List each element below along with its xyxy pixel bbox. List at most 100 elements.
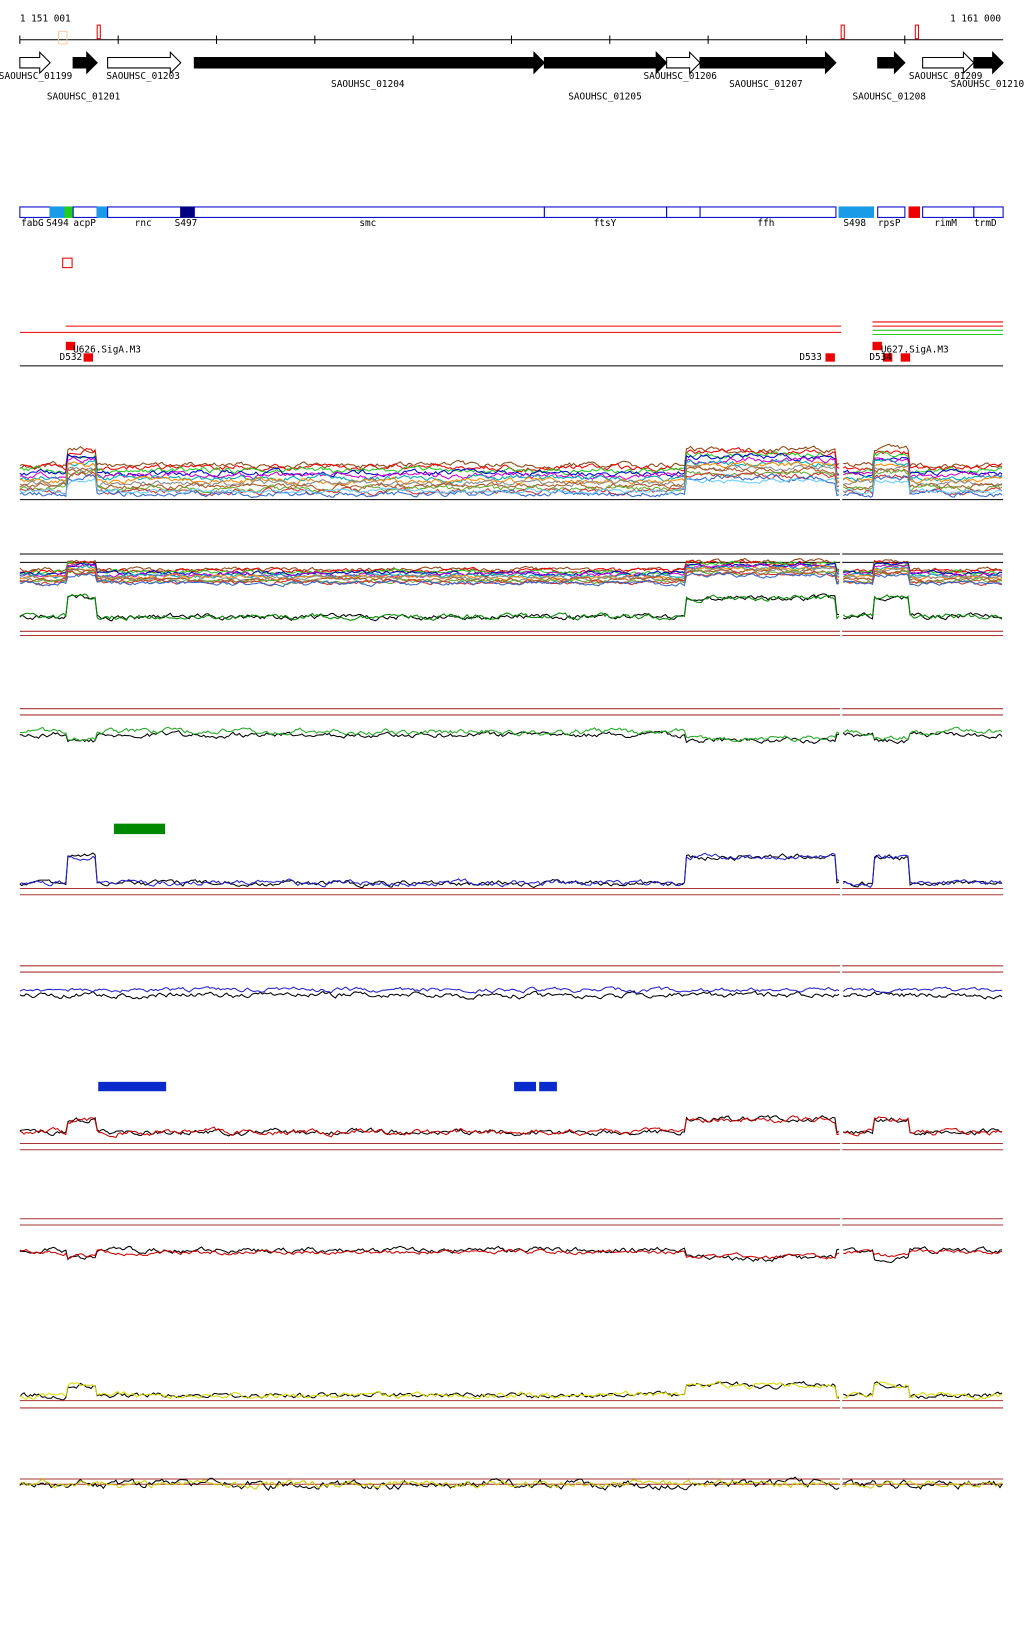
gene-label: SAOUHSC_01201: [47, 92, 121, 103]
signal-trace: [19, 460, 840, 486]
signal-trace: [19, 1478, 840, 1490]
feature-label: S497: [175, 218, 198, 229]
feature-label: S498: [843, 218, 866, 229]
site-marker: [96, 24, 101, 40]
gene-arrow: [72, 51, 98, 75]
feature-label: rnc: [135, 218, 152, 229]
feature-box: [922, 206, 975, 218]
site-marker: [840, 24, 845, 40]
region-bar: [514, 1081, 537, 1092]
gene-label: SAOUHSC_01205: [568, 92, 641, 103]
signal-trace: [19, 593, 840, 622]
signal-trace: [19, 1245, 840, 1263]
promoter-label: D534: [869, 352, 892, 363]
gene-label: SAOUHSC_01209: [909, 71, 983, 82]
signal-trace: [843, 1479, 1003, 1490]
signal-trace: [843, 853, 1003, 888]
signal-trace: [19, 458, 840, 484]
signal-trace: [19, 466, 840, 492]
promoter-label: D533: [799, 352, 822, 363]
gene-arrow: [922, 51, 975, 75]
signal-trace: [19, 1381, 840, 1401]
signal-trace: [843, 478, 1003, 495]
feature-label: fabG: [21, 218, 44, 229]
promoter-mark: [882, 353, 893, 362]
signal-trace: [19, 852, 840, 889]
signal-trace: [19, 1115, 840, 1138]
feature-label: ftsY: [594, 218, 617, 229]
signal-trace: [19, 562, 840, 579]
region-bar: [113, 823, 166, 835]
feature-box: [180, 206, 195, 218]
feature-box: [543, 206, 668, 218]
feature-box: [877, 206, 906, 218]
signal-trace: [842, 854, 1003, 888]
end-coordinate: 1 161 000: [950, 13, 1001, 24]
feature-label: smc: [359, 218, 376, 229]
signal-trace: [842, 726, 1003, 741]
signal-trace: [843, 1248, 1003, 1258]
signal-trace: [19, 557, 840, 574]
site-marker: [57, 30, 68, 45]
feature-box: [973, 206, 1004, 218]
signal-trace: [842, 566, 1003, 579]
gene-label: SAOUHSC_01210: [951, 79, 1024, 90]
signal-trace: [842, 1480, 1003, 1489]
region-bar: [98, 1081, 167, 1092]
signal-trace: [842, 730, 1003, 745]
gene-label: SAOUHSC_01207: [729, 79, 802, 90]
gene-arrow: [699, 51, 837, 75]
signal-trace: [842, 991, 1003, 1000]
signal-trace: [842, 463, 1003, 484]
promoter-mark: [825, 353, 835, 362]
signal-trace: [19, 571, 840, 588]
signal-trace: [19, 730, 840, 745]
signal-trace: [843, 464, 1003, 487]
signal-trace: [842, 986, 1003, 994]
gene-arrow: [19, 51, 51, 75]
feature-label: rimM: [934, 218, 957, 229]
signal-trace: [842, 1381, 1003, 1401]
region-bar: [539, 1081, 557, 1092]
signal-trace: [19, 1248, 840, 1260]
signal-trace: [843, 457, 1003, 479]
signal-trace: [19, 447, 840, 473]
start-coordinate: 1 151 001: [20, 13, 71, 24]
feature-box: [908, 206, 921, 218]
signal-trace: [19, 477, 840, 495]
gene-arrow: [193, 51, 546, 75]
feature-box: [666, 206, 701, 218]
signal-trace: [19, 986, 840, 994]
signal-trace: [843, 456, 1003, 478]
signal-trace: [842, 475, 1003, 498]
promoter-label: U627.SigA.M3: [881, 345, 949, 356]
signal-trace: [842, 450, 1003, 472]
gene-arrow: [877, 51, 906, 75]
promoter-mark: [872, 341, 882, 351]
feature-label: rpsP: [878, 218, 901, 229]
feature-box: [49, 206, 66, 218]
feature-box: [699, 206, 837, 218]
signal-trace: [843, 443, 1003, 469]
feature-box: [96, 206, 109, 218]
feature-box: [72, 206, 98, 218]
signal-trace: [843, 1381, 1003, 1399]
signal-trace: [19, 852, 840, 888]
marker: [62, 257, 73, 269]
signal-trace: [19, 471, 840, 497]
signal-trace: [19, 1115, 840, 1137]
gene-arrow: [666, 51, 701, 75]
signal-trace: [19, 445, 840, 471]
signal-trace: [842, 450, 1003, 475]
feature-box: [193, 206, 545, 218]
promoter-mark: [900, 353, 911, 362]
gene-label: SAOUHSC_01203: [106, 71, 179, 82]
signal-trace: [19, 990, 840, 1000]
promoter-label: D532: [60, 352, 83, 363]
feature-label: trmD: [974, 218, 997, 229]
gene-arrow: [543, 51, 668, 75]
gene-arrow: [973, 51, 1004, 75]
signal-trace: [843, 567, 1003, 581]
gene-label: SAOUHSC_01206: [643, 71, 717, 82]
